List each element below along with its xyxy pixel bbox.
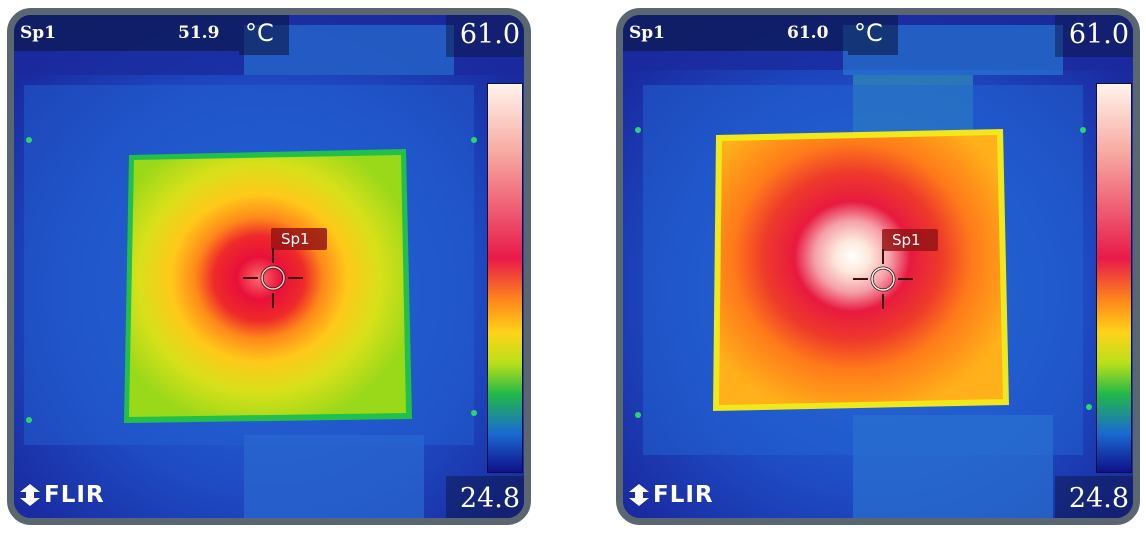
- flir-logo-text: FLIR: [44, 482, 105, 508]
- spot-tag-label: Sp1: [281, 230, 310, 248]
- flir-logo-icon: [20, 484, 40, 506]
- thermal-image-right: Sp1 61.0 °C 61.0 24.8 Sp1 FLIR: [616, 8, 1140, 525]
- thermal-scene-left: [14, 15, 524, 518]
- unit-box: °C: [848, 15, 898, 55]
- scale-min: 24.8: [1068, 483, 1129, 514]
- spot-temperature: 61.0: [787, 23, 829, 43]
- color-scale-bar: [487, 83, 523, 473]
- flir-logo-icon: [629, 484, 649, 506]
- unit-box: °C: [239, 15, 289, 55]
- scale-min-box: 24.8: [1055, 476, 1133, 518]
- spot-readout: Sp1 51.9: [14, 15, 239, 51]
- flir-logo: FLIR: [20, 482, 105, 508]
- scale-max: 61.0: [459, 19, 520, 50]
- spot-label: Sp1: [20, 23, 56, 43]
- flir-logo: FLIR: [629, 482, 714, 508]
- scale-max-box: 61.0: [1055, 15, 1133, 57]
- spot-tag: Sp1: [882, 229, 938, 251]
- spot-tag: Sp1: [271, 228, 327, 250]
- temperature-unit: °C: [854, 19, 883, 47]
- color-scale-bar: [1096, 83, 1132, 473]
- flir-logo-text: FLIR: [653, 482, 714, 508]
- scale-max-box: 61.0: [446, 15, 524, 57]
- temperature-unit: °C: [245, 19, 274, 47]
- spot-tag-label: Sp1: [892, 231, 921, 249]
- crosshair-icon: [243, 248, 303, 308]
- spot-temperature: 51.9: [178, 23, 220, 43]
- spot-label: Sp1: [629, 23, 665, 43]
- crosshair-icon: [853, 249, 913, 309]
- thermal-image-left: Sp1 51.9 °C 61.0 24.8 Sp1 FLIR: [7, 8, 531, 525]
- scale-max: 61.0: [1068, 19, 1129, 50]
- scale-min-box: 24.8: [446, 476, 524, 518]
- scale-min: 24.8: [459, 483, 520, 514]
- spot-readout: Sp1 61.0: [623, 15, 848, 51]
